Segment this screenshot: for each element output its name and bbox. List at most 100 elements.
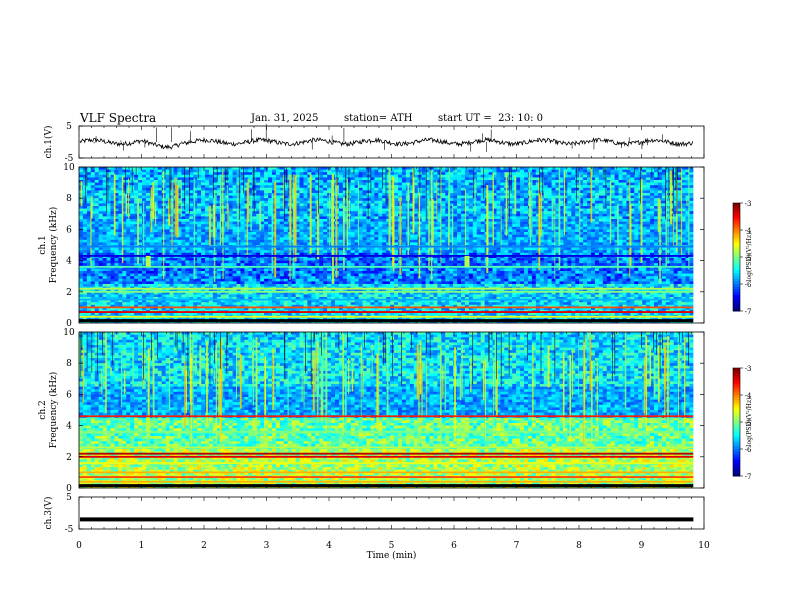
ch1-spectrogram-cell xyxy=(598,206,604,209)
ch1-spectrogram-cell xyxy=(295,211,300,215)
ch1-spectrogram-cell xyxy=(567,216,572,220)
ch1-spectrogram-cell xyxy=(571,190,576,194)
ch1-spectrogram-cell xyxy=(248,169,253,173)
ch1-spectrogram-cell xyxy=(94,169,99,173)
ch1-spectrogram-cell xyxy=(594,211,600,215)
ch1-spectrogram-cell xyxy=(189,224,194,228)
ch1-spectrogram-cell xyxy=(551,206,556,209)
ch1-spectrogram-cell xyxy=(492,211,497,215)
ch1-spectrogram-cell xyxy=(480,195,485,199)
ch1-spectrogram-cell xyxy=(142,167,147,170)
ch1-spectrogram-cell xyxy=(673,195,678,199)
ch1-spectrogram-cell xyxy=(394,180,399,183)
ch1-spectrogram-cell xyxy=(500,221,505,225)
ch1-spectrogram-cell xyxy=(264,203,269,207)
ch1-spectrogram-cell xyxy=(461,203,466,207)
ch1-spectrogram-cell xyxy=(579,206,584,209)
ch1-spectrogram-cell xyxy=(567,187,572,191)
ch1-spectrogram-cell xyxy=(283,187,289,191)
ch1-spectrogram-cell xyxy=(228,169,233,173)
ch1-spectrogram-cell xyxy=(634,213,639,217)
ch1-spectrogram-cell xyxy=(134,232,139,235)
ch1-spectrogram-cell xyxy=(464,185,470,189)
ch1-spectrogram-cell xyxy=(94,200,99,204)
ch1-spectrogram-cell xyxy=(594,203,600,207)
ch1-spectrogram-cell xyxy=(535,219,541,222)
ch1-spectrogram-cell xyxy=(366,226,371,230)
ch1-spectrogram-cell xyxy=(394,224,399,228)
ch1-spectrogram-cell xyxy=(205,234,210,238)
ch1-spectrogram-cell xyxy=(252,226,257,230)
ch1-spectrogram-cell xyxy=(437,185,442,189)
ch1-spectrogram-cell xyxy=(630,200,635,204)
ch1-spectrogram-cell xyxy=(421,177,426,181)
ch1-spectrogram-cell xyxy=(362,203,367,207)
ch1-spectrogram-cell xyxy=(153,234,159,238)
ch1-spectrogram-cell xyxy=(307,229,312,233)
ch1-spectrogram-cell xyxy=(114,187,119,191)
ch1-spectrogram-cell xyxy=(142,180,147,183)
ch1-spectrogram-cell xyxy=(106,237,111,241)
ch1-spectrogram-cell xyxy=(464,211,470,215)
ch1-spectrogram-cell xyxy=(338,208,344,212)
ch1-spectrogram-cell xyxy=(563,174,568,178)
ch1-spectrogram-cell xyxy=(547,203,552,207)
date-label: Jan. 31, 2025 xyxy=(251,113,319,124)
ch1-spectrogram-cell xyxy=(657,185,663,189)
ch1-spectrogram-cell xyxy=(134,177,139,181)
ch1-spectrogram-cell xyxy=(425,193,430,196)
ch1-spectrogram-cell xyxy=(358,206,363,209)
ch1-spectrogram-cell xyxy=(516,193,521,196)
ch1-spectrogram-cell xyxy=(421,198,426,202)
ch1-spectrogram-cell xyxy=(362,216,367,220)
ch1-spectrogram-cell xyxy=(224,203,229,207)
ch1-spectrogram-cell xyxy=(484,180,489,183)
ch1-spectrogram-cell xyxy=(646,221,651,225)
ch1-spectrogram-cell xyxy=(208,213,214,217)
ch1-spectrogram-cell xyxy=(516,174,521,178)
ch1-spectrogram-cell xyxy=(181,226,186,230)
ch1-spectrogram-cell xyxy=(464,206,470,209)
ch1-spectrogram-cell xyxy=(496,221,501,225)
ch1-spectrogram-cell xyxy=(374,206,379,209)
ch1-spectrogram-cell xyxy=(177,229,182,233)
ch1-spectrogram-cell xyxy=(520,237,525,241)
ch1-spectrogram-cell xyxy=(268,216,273,220)
ch1-spectrogram-cell xyxy=(555,203,560,207)
ch1-spectrogram-cell xyxy=(437,221,442,225)
ch1-spectrogram-cell xyxy=(189,198,194,202)
ch1-spectrogram-cell xyxy=(311,226,316,230)
ch1-spectrogram-cell xyxy=(661,224,667,228)
ch1-spectrogram-cell xyxy=(224,237,229,241)
ch1-spectrogram-cell xyxy=(228,167,233,170)
ch1-spectrogram-cell xyxy=(268,190,273,194)
ch1-spectrogram-cell xyxy=(374,239,379,243)
ch1-spectrogram-cell xyxy=(114,229,119,233)
ch1-spectrogram-cell xyxy=(512,221,517,225)
ch1-spectrogram-cell xyxy=(461,229,466,233)
ch1-spectrogram-cell xyxy=(244,226,249,230)
ch1-spectrogram-cell xyxy=(82,242,88,246)
ch1-spectrogram-cell xyxy=(311,224,316,228)
ch1-spectrogram-cell xyxy=(425,195,430,199)
ch1-spectrogram-cell xyxy=(181,234,186,238)
ch1-spectrogram-cell xyxy=(315,190,320,194)
ch1-spectrogram-cell xyxy=(205,208,210,212)
ch1-spectrogram-cell xyxy=(134,221,139,225)
ch1-spectrogram-cell xyxy=(512,234,517,238)
ch1-spectrogram-cell xyxy=(445,190,450,194)
ch1-spectrogram-cell xyxy=(153,172,159,176)
ch1-spectrogram-cell xyxy=(602,229,608,233)
ch1-spectrogram-cell xyxy=(138,198,143,202)
ch1-spectrogram-cell xyxy=(350,237,355,241)
ch1-spectrogram-cell xyxy=(587,239,592,243)
ch1-spectrogram-cell xyxy=(449,213,454,217)
ch1-spectrogram-cell xyxy=(279,174,285,178)
ch1-spectrogram-cell xyxy=(583,237,588,241)
ch1-spectrogram-cell xyxy=(362,213,367,217)
ch1-spectrogram-cell xyxy=(571,221,576,225)
ch1-spectrogram-cell xyxy=(299,237,304,241)
ch1-spectrogram-cell xyxy=(370,185,375,189)
ch1-spectrogram-cell xyxy=(567,174,572,178)
ch1-spectrogram-cell xyxy=(650,211,655,215)
